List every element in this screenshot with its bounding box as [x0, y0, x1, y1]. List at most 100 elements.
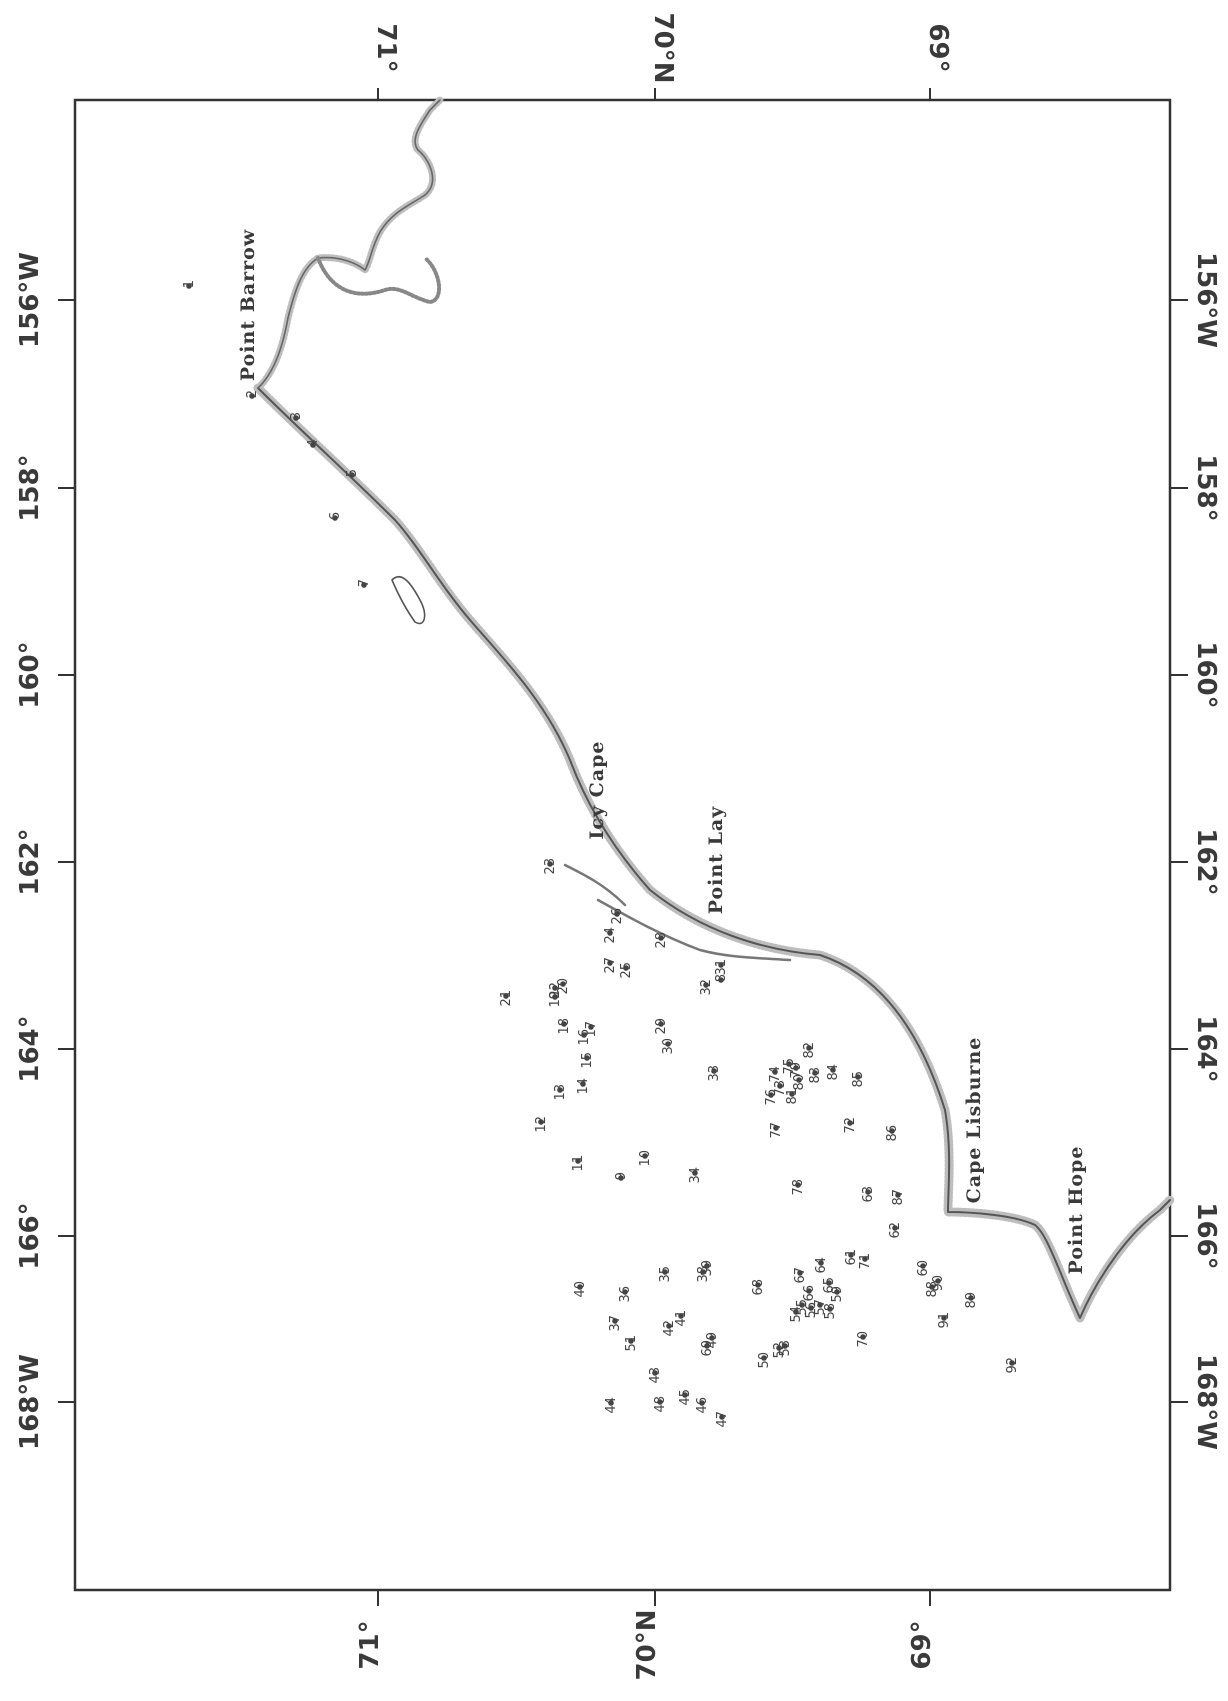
- station-dot: [806, 1045, 812, 1051]
- lon-label-right-156: 156°W: [1191, 252, 1221, 348]
- station-20: 20: [556, 978, 571, 995]
- station-label: 64: [814, 1257, 829, 1274]
- station-label: 87: [891, 1189, 906, 1206]
- station-76: 76: [764, 1089, 779, 1106]
- station-dot: [581, 1032, 587, 1038]
- station-label: 22: [548, 982, 563, 999]
- station-label: 55: [795, 1299, 810, 1316]
- station-label: 7: [357, 579, 372, 587]
- station-dot: [186, 283, 192, 289]
- station-label: 79: [789, 1062, 804, 1079]
- station-dot: [652, 1370, 658, 1376]
- lon-label-right-168: 168°W: [1191, 1354, 1221, 1450]
- station-label: 75: [782, 1058, 797, 1075]
- place-point-barrow: Point Barrow: [237, 229, 259, 381]
- station-label: 83: [808, 1067, 823, 1084]
- station-label: 91: [937, 1312, 952, 1329]
- station-dot: [503, 993, 509, 999]
- station-dot: [812, 1070, 818, 1076]
- station-dot: [310, 442, 316, 448]
- station-73: 73: [773, 1080, 788, 1097]
- station-59: 59: [830, 1286, 845, 1303]
- lon-label-left-164: 164°: [15, 1015, 45, 1082]
- station-54: 54: [789, 1306, 804, 1323]
- station-61: 61: [844, 1249, 859, 1266]
- station-53: 53: [778, 1340, 793, 1357]
- station-dot: [761, 1355, 767, 1361]
- station-label: 76: [764, 1089, 779, 1106]
- station-81: 81: [785, 1088, 800, 1105]
- station-label: 70: [856, 1331, 871, 1348]
- station-90: 90: [931, 1275, 946, 1292]
- lat-label-top-71: 71°: [371, 23, 401, 72]
- station-87: 87: [891, 1189, 906, 1206]
- station-82: 82: [802, 1042, 817, 1059]
- station-dot: [711, 1068, 717, 1074]
- station-dot: [860, 1334, 866, 1340]
- station-46: 46: [695, 1397, 710, 1414]
- station-label: 20: [556, 978, 571, 995]
- station-dot: [662, 1269, 668, 1275]
- station-label: 43: [648, 1367, 663, 1384]
- station-74: 74: [768, 1066, 783, 1083]
- station-label: 51: [624, 1335, 639, 1352]
- station-label: 30: [661, 1038, 676, 1055]
- station-label: 24: [603, 927, 618, 944]
- station-label: 38: [696, 1266, 711, 1283]
- station-dot: [755, 1282, 761, 1288]
- station-56: 56: [804, 1302, 819, 1319]
- station-58: 58: [823, 1303, 838, 1320]
- station-dot: [709, 1335, 715, 1341]
- station-35: 35: [658, 1266, 673, 1283]
- station-dot: [618, 1175, 624, 1181]
- station-92: 92: [1005, 1357, 1020, 1374]
- station-label: 44: [604, 1397, 619, 1414]
- station-label: 15: [580, 1052, 595, 1069]
- station-dot: [772, 1069, 778, 1075]
- station-6: 6: [328, 512, 343, 521]
- station-21: 21: [499, 990, 514, 1007]
- lon-label-right-164: 164°: [1191, 1015, 1221, 1082]
- station-dot: [777, 1083, 783, 1089]
- station-48: 48: [653, 1396, 668, 1413]
- station-9: 9: [614, 1172, 629, 1181]
- station-68: 68: [751, 1279, 766, 1296]
- station-dot: [862, 1256, 868, 1262]
- station-label: 48: [653, 1396, 668, 1413]
- station-dot: [628, 1338, 634, 1344]
- station-38: 38: [696, 1266, 711, 1283]
- station-dot: [768, 1092, 774, 1098]
- station-50: 50: [757, 1352, 772, 1369]
- station-label: 47: [715, 1411, 730, 1428]
- station-label: 53: [778, 1340, 793, 1357]
- station-label: 26: [610, 908, 625, 925]
- station-80: 80: [792, 1074, 807, 1091]
- station-dot: [665, 1041, 671, 1047]
- station-label: 3: [289, 412, 304, 420]
- station-dot: [622, 1289, 628, 1295]
- station-label: 63: [861, 1186, 876, 1203]
- station-dot: [552, 994, 558, 1000]
- station-label: 56: [804, 1302, 819, 1319]
- lon-label-right-162: 162°: [1191, 828, 1221, 895]
- station-29: 29: [654, 1018, 669, 1035]
- station-dot: [538, 1119, 544, 1125]
- station-label: 40: [573, 1281, 588, 1298]
- station-dot: [577, 1284, 583, 1290]
- station-40: 40: [573, 1281, 588, 1298]
- station-label: 92: [1005, 1357, 1020, 1374]
- station-dot: [642, 1153, 648, 1159]
- station-63: 63: [861, 1186, 876, 1203]
- station-60: 60: [916, 1260, 931, 1277]
- station-label: 28: [654, 932, 669, 949]
- station-37: 37: [608, 1315, 623, 1332]
- station-label: 89: [964, 1292, 979, 1309]
- station-78: 78: [791, 1179, 806, 1196]
- station-dot: [826, 1280, 832, 1286]
- station-25: 25: [619, 962, 634, 979]
- station-83: 83: [808, 1067, 823, 1084]
- station-19: 19: [548, 991, 563, 1008]
- station-15: 15: [580, 1052, 595, 1069]
- station-30: 30: [661, 1038, 676, 1055]
- station-label: 69: [700, 1340, 715, 1357]
